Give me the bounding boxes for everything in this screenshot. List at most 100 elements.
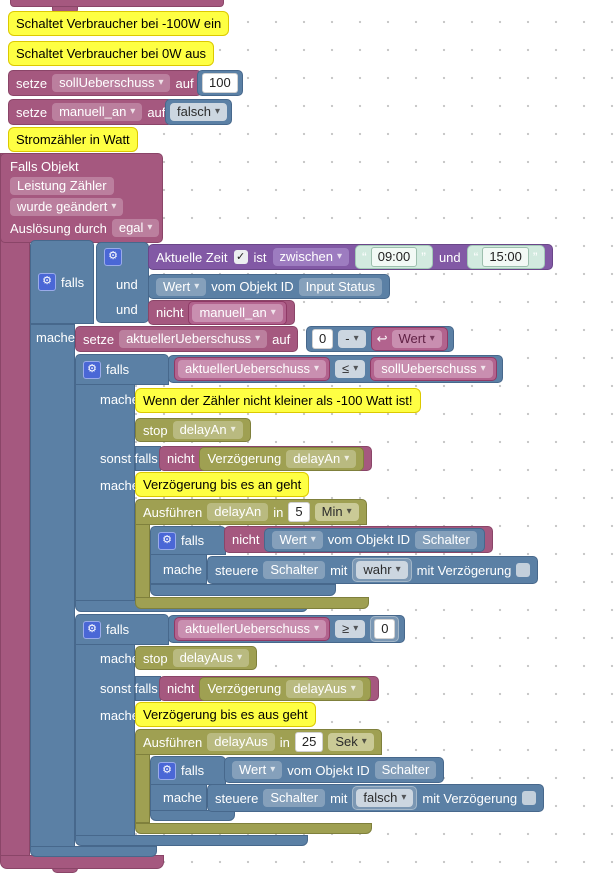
- number-shadow-block[interactable]: 100: [197, 70, 243, 96]
- variable-get-block[interactable]: aktuellerUeberschuss ▾: [174, 357, 331, 381]
- object-id-field[interactable]: Leistung Zähler: [10, 177, 114, 195]
- set-variable-block[interactable]: setze sollUeberschuss ▾ auf: [8, 70, 202, 96]
- text-shadow-block[interactable]: “ 15:00 ”: [466, 245, 545, 269]
- gear-icon[interactable]: ⚙: [38, 273, 56, 291]
- ifa-header[interactable]: ⚙ falls: [150, 526, 226, 555]
- object-id-field[interactable]: Schalter: [263, 789, 326, 807]
- logic-shadow-block[interactable]: wahr ▾: [352, 558, 412, 582]
- boolean-dropdown[interactable]: wahr ▾: [356, 561, 408, 579]
- outer-if-foot[interactable]: [30, 846, 157, 857]
- delay-number-field[interactable]: 25: [294, 732, 324, 752]
- not-block[interactable]: nicht Verzögerung delayAn ▾: [159, 446, 373, 471]
- checkbox-unchecked[interactable]: [516, 563, 531, 577]
- exec-delayan-foot[interactable]: [135, 597, 369, 609]
- value-type-dropdown[interactable]: Wert ▾: [156, 277, 207, 296]
- object-id-field[interactable]: Schalter: [374, 761, 437, 779]
- logic-shadow-block[interactable]: falsch ▾: [352, 786, 418, 810]
- timeout-name-field[interactable]: delayAn: [207, 503, 269, 521]
- not-block[interactable]: nicht Verzögerung delayAus ▾: [159, 676, 379, 701]
- comment-block[interactable]: Wenn der Zähler nicht kleiner als -100 W…: [135, 388, 421, 413]
- control-block[interactable]: steuere Schalter mit falsch ▾ mit Verzöge…: [207, 784, 545, 812]
- exec-delayaus-foot[interactable]: [135, 823, 372, 834]
- variable-dropdown[interactable]: manuell_an ▾: [192, 303, 283, 322]
- gear-icon[interactable]: ⚙: [104, 248, 122, 266]
- control-block[interactable]: steuere Schalter mit wahr ▾ mit Verzögeru…: [207, 556, 539, 584]
- value-type-dropdown[interactable]: Wert ▾: [272, 530, 323, 549]
- time-condition-block[interactable]: Aktuelle Zeit ✓ ist zwischen ▾ “ 09:00 ” …: [148, 244, 553, 270]
- if1-header[interactable]: ⚙ falls: [75, 354, 169, 385]
- if1-spine[interactable]: [75, 384, 135, 601]
- variable-dropdown[interactable]: aktuellerUeberschuss ▾: [178, 620, 327, 638]
- variable-dropdown[interactable]: manuell_an ▾: [52, 103, 143, 121]
- operator-dropdown[interactable]: ≥ ▾: [335, 620, 366, 638]
- time-from-field[interactable]: 09:00: [370, 247, 418, 267]
- number-field[interactable]: 100: [202, 73, 238, 93]
- not-block[interactable]: nicht Wert ▾ vom Objekt ID Schalter: [224, 526, 493, 553]
- logic-shadow-block[interactable]: falsch ▾: [165, 99, 232, 125]
- outer-if-spine[interactable]: [30, 324, 75, 848]
- event-dropdown[interactable]: wurde geändert ▾: [10, 198, 124, 216]
- object-id-field[interactable]: Schalter: [263, 561, 326, 579]
- variable-dropdown[interactable]: aktuellerUeberschuss ▾: [178, 360, 327, 378]
- variable-dropdown[interactable]: sollUeberschuss ▾: [52, 74, 171, 92]
- timeout-name-field[interactable]: delayAus: [207, 733, 275, 751]
- trigger-block-header[interactable]: Falls Objekt Leistung Zähler wurde geänd…: [0, 153, 163, 243]
- object-id-field[interactable]: Input Status: [298, 277, 382, 296]
- outer-if-header[interactable]: ⚙ falls: [30, 240, 94, 324]
- exec-delayaus-spine[interactable]: [135, 754, 150, 823]
- offscreen-block-strip[interactable]: [10, 0, 224, 7]
- checkbox-unchecked[interactable]: [522, 791, 537, 805]
- set-variable-block[interactable]: setze manuell_an ▾ auf: [8, 99, 174, 125]
- timeout-name-dropdown[interactable]: delayAus ▾: [172, 649, 250, 667]
- text-shadow-block[interactable]: “ 09:00 ”: [355, 245, 433, 269]
- variable-get-block[interactable]: manuell_an ▾: [188, 300, 287, 325]
- timeout-active-block[interactable]: Verzögerung delayAn ▾: [199, 446, 365, 471]
- gear-icon[interactable]: ⚙: [83, 620, 101, 639]
- unit-dropdown[interactable]: Min ▾: [314, 503, 359, 521]
- get-value-block[interactable]: Wert ▾ vom Objekt ID Schalter: [224, 757, 445, 783]
- operator-dropdown[interactable]: ≤ ▾: [335, 360, 366, 378]
- time-to-field[interactable]: 15:00: [482, 247, 529, 267]
- object-id-field[interactable]: Schalter: [415, 530, 477, 549]
- timeout-name-dropdown[interactable]: delayAus ▾: [286, 679, 363, 698]
- variable-get-block[interactable]: aktuellerUeberschuss ▾: [174, 617, 331, 641]
- if2-foot[interactable]: [75, 835, 308, 846]
- checkbox-checked[interactable]: ✓: [233, 250, 248, 264]
- gear-icon[interactable]: ⚙: [158, 531, 176, 550]
- if2-spine[interactable]: [75, 644, 135, 836]
- time-mode-dropdown[interactable]: zwischen ▾: [272, 248, 350, 266]
- variable-dropdown[interactable]: sollUeberschuss ▾: [374, 360, 493, 378]
- number-field[interactable]: 0: [312, 329, 334, 349]
- boolean-dropdown[interactable]: falsch ▾: [170, 103, 227, 121]
- compare-block[interactable]: aktuellerUeberschuss ▾ ≥ ▾ 0: [168, 615, 406, 643]
- timeout-name-dropdown[interactable]: delayAn ▾: [172, 421, 243, 439]
- timeout-name-dropdown[interactable]: delayAn ▾: [286, 449, 357, 468]
- operator-dropdown[interactable]: - ▾: [338, 330, 366, 348]
- ifb-foot[interactable]: [150, 810, 235, 821]
- comment-block[interactable]: Verzögerung bis es an geht: [135, 472, 310, 497]
- exec-delayan-spine[interactable]: [135, 524, 150, 598]
- ifa-foot[interactable]: [150, 584, 336, 596]
- timeout-active-block[interactable]: Verzögerung delayAus ▾: [199, 676, 371, 701]
- gear-icon[interactable]: ⚙: [158, 761, 176, 780]
- not-block[interactable]: nicht manuell_an ▾: [148, 300, 295, 325]
- boolean-dropdown[interactable]: falsch ▾: [356, 789, 414, 807]
- value-type-dropdown[interactable]: Wert ▾: [232, 761, 283, 779]
- trigger-by-dropdown[interactable]: egal ▾: [111, 219, 160, 237]
- compare-block[interactable]: aktuellerUeberschuss ▾ ≤ ▾ sollUeberschuss…: [168, 355, 503, 383]
- unit-dropdown[interactable]: Sek ▾: [328, 733, 374, 751]
- trigger-block-spine[interactable]: [0, 153, 30, 857]
- set-variable-block[interactable]: setze aktuellerUeberschuss ▾ auf: [75, 326, 299, 352]
- comment-block[interactable]: Verzögerung bis es aus geht: [135, 702, 316, 727]
- math-block[interactable]: 0 - ▾ ↩ Wert ▾: [306, 326, 454, 352]
- stop-timeout-block[interactable]: stop delayAn ▾: [135, 418, 251, 442]
- comment-block[interactable]: Schaltet Verbraucher bei 0W aus: [8, 41, 215, 66]
- get-value-block[interactable]: Wert ▾ vom Objekt ID Schalter: [264, 527, 485, 552]
- value-type-dropdown[interactable]: Wert ▾: [391, 330, 442, 348]
- gear-icon[interactable]: ⚙: [83, 360, 101, 379]
- and-block-body[interactable]: ⚙ und und: [96, 242, 149, 323]
- delay-number-field[interactable]: 5: [288, 502, 310, 522]
- trigger-block-foot[interactable]: [0, 855, 164, 869]
- trigger-value-block[interactable]: ↩ Wert ▾: [370, 327, 448, 351]
- ifb-header[interactable]: ⚙ falls: [150, 756, 226, 785]
